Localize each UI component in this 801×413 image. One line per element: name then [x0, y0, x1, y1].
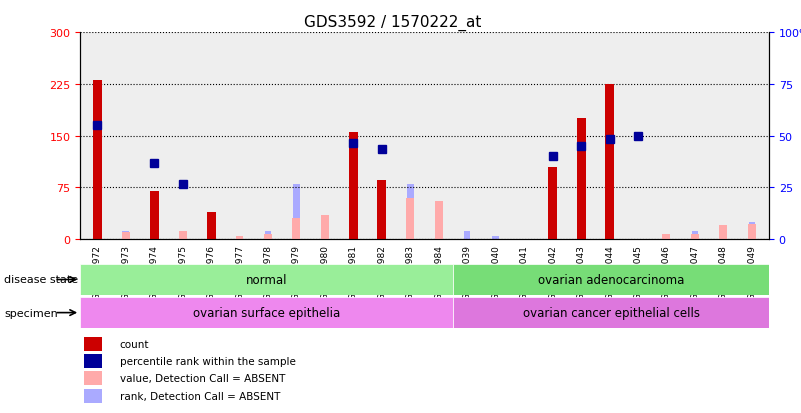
Bar: [663, 236, 670, 240]
Bar: [578, 185, 584, 240]
Text: count: count: [120, 339, 149, 349]
Bar: [406, 198, 414, 240]
Bar: [84, 354, 102, 368]
Bar: [493, 236, 499, 240]
Bar: [662, 234, 670, 240]
Text: ovarian cancer epithelial cells: ovarian cancer epithelial cells: [522, 306, 699, 319]
Bar: [748, 224, 756, 240]
Bar: [150, 191, 159, 240]
Text: normal: normal: [246, 273, 288, 286]
Text: percentile rank within the sample: percentile rank within the sample: [120, 356, 296, 366]
Text: value, Detection Call = ABSENT: value, Detection Call = ABSENT: [120, 373, 285, 383]
Bar: [378, 195, 386, 240]
Bar: [179, 231, 187, 240]
Bar: [453, 264, 769, 295]
Text: specimen: specimen: [4, 308, 58, 318]
Bar: [407, 185, 413, 240]
Bar: [207, 231, 215, 240]
Bar: [265, 231, 272, 240]
Bar: [80, 264, 453, 295]
Bar: [84, 371, 102, 386]
Bar: [453, 297, 769, 328]
Text: GDS3592 / 1570222_at: GDS3592 / 1570222_at: [304, 14, 481, 31]
Bar: [435, 202, 443, 240]
Bar: [349, 133, 358, 240]
Bar: [93, 81, 102, 240]
Bar: [207, 212, 215, 240]
Bar: [93, 236, 101, 240]
Bar: [379, 185, 385, 240]
Text: ovarian surface epithelia: ovarian surface epithelia: [193, 306, 340, 319]
Bar: [150, 233, 158, 240]
Text: disease state: disease state: [4, 275, 78, 285]
Bar: [464, 231, 470, 240]
Bar: [577, 119, 586, 240]
Bar: [377, 181, 386, 240]
Bar: [548, 167, 557, 240]
Bar: [720, 231, 727, 240]
Bar: [80, 297, 453, 328]
Bar: [84, 389, 102, 403]
Bar: [321, 216, 329, 240]
Bar: [264, 234, 272, 240]
Bar: [605, 85, 614, 240]
Bar: [293, 185, 300, 240]
Bar: [84, 337, 102, 351]
Text: ovarian adenocarcinoma: ovarian adenocarcinoma: [538, 273, 684, 286]
Bar: [123, 231, 129, 240]
Bar: [691, 234, 699, 240]
Bar: [692, 231, 698, 240]
Bar: [292, 219, 300, 240]
Bar: [122, 233, 130, 240]
Bar: [235, 236, 244, 240]
Bar: [749, 222, 755, 240]
Text: rank, Detection Call = ABSENT: rank, Detection Call = ABSENT: [120, 391, 280, 401]
Bar: [436, 229, 442, 240]
Bar: [236, 236, 243, 240]
Bar: [151, 229, 157, 240]
Bar: [719, 226, 727, 240]
